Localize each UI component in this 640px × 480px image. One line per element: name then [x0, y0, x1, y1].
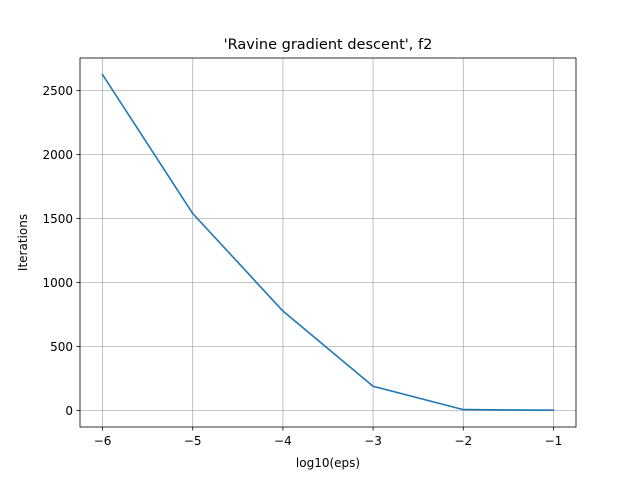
- x-tick-label: −4: [274, 434, 292, 448]
- y-tick-label: 2000: [42, 148, 73, 162]
- y-tick-label: 1000: [42, 276, 73, 290]
- plot-frame: [79, 57, 577, 428]
- x-tick-label: −6: [94, 434, 112, 448]
- series-line: [101, 73, 555, 412]
- x-tick-label: −2: [454, 434, 472, 448]
- series-layer: [101, 73, 555, 412]
- y-tick-label: 1500: [42, 212, 73, 226]
- y-tick-label: 2500: [42, 84, 73, 98]
- grid: [80, 58, 576, 427]
- x-tick-label: −5: [184, 434, 202, 448]
- x-tick-label: −1: [545, 434, 563, 448]
- y-tick-label: 500: [50, 340, 73, 354]
- chart-title: 'Ravine gradient descent', f2: [224, 37, 433, 53]
- x-tick-label: −3: [364, 434, 382, 448]
- y-tick-label: 0: [65, 404, 73, 418]
- y-axis-label: Iterations: [16, 214, 30, 271]
- x-axis-label: log10(eps): [296, 456, 360, 470]
- ticks: −6 −5 −4 −3 −2 −1 0 500 1000 1500 2000 2500: [42, 84, 562, 448]
